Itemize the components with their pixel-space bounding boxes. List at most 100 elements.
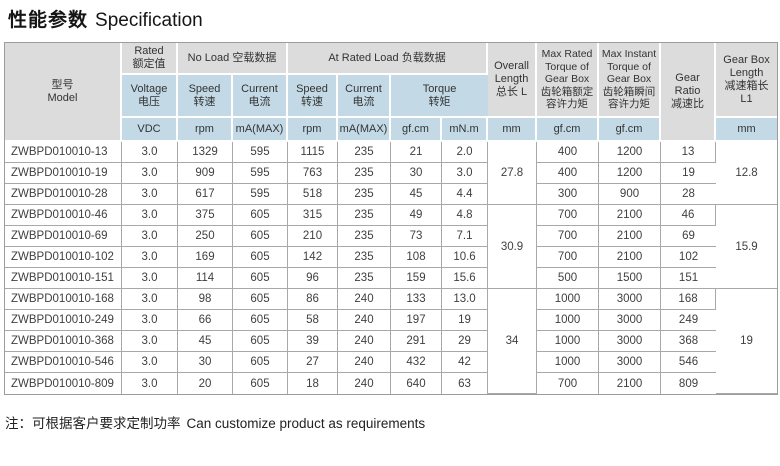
gear-box-length-cell: 12.8 [716, 142, 778, 205]
value-cell: 13 [661, 142, 717, 163]
header-no-load-speed: Speed 转速 [178, 75, 233, 118]
header-torque: Torque 转矩 [391, 75, 489, 118]
value-cell: 3.0 [122, 373, 178, 394]
value-cell: 4.4 [442, 184, 489, 205]
value-cell: 30 [391, 163, 442, 184]
page-title-cn: 性能参数 [8, 10, 89, 31]
value-cell: 3.0 [122, 289, 178, 310]
header-overall-length: Overall Length 总长 L [488, 43, 538, 118]
value-cell: 605 [233, 310, 288, 331]
value-cell: 235 [338, 268, 391, 289]
value-cell: 46 [661, 205, 717, 226]
value-cell: 1329 [178, 142, 233, 163]
value-cell: 86 [288, 289, 338, 310]
header-rated: Rated 额定值 [122, 43, 178, 75]
value-cell: 2100 [599, 247, 662, 268]
value-cell: 19 [661, 163, 717, 184]
value-cell: 240 [338, 352, 391, 373]
value-cell: 27 [288, 352, 338, 373]
model-cell: ZWBPD010010-19 [5, 163, 122, 184]
value-cell: 3.0 [122, 352, 178, 373]
value-cell: 210 [288, 226, 338, 247]
note: 注：可根据客户要求定制功率 Can customize product as re… [5, 412, 780, 432]
table-row: ZWBPD010010-46 3.0 375 605 315 235 49 4.8 30.9 70… [5, 205, 778, 289]
header-voltage: Voltage 电压 [122, 75, 178, 118]
unit-vdc: VDC [122, 118, 178, 142]
value-cell: 58 [288, 310, 338, 331]
value-cell: 235 [338, 142, 391, 163]
header-no-load-current: Current 电流 [233, 75, 288, 118]
note-en: Can customize product as requirements [186, 416, 426, 431]
value-cell: 500 [537, 268, 600, 289]
model-cell: ZWBPD010010-28 [5, 184, 122, 205]
header-load-current: Current 电流 [338, 75, 391, 118]
model-cell: ZWBPD010010-13 [5, 142, 122, 163]
value-cell: 605 [233, 331, 288, 352]
value-cell: 250 [178, 226, 233, 247]
value-cell: 1200 [599, 163, 662, 184]
spec-table-body: ZWBPD010010-13 3.0 1329 595 1115 235 21 2.0 27.8… [5, 142, 778, 394]
value-cell: 1000 [537, 352, 600, 373]
value-cell: 98 [178, 289, 233, 310]
unit-rpm-load: rpm [288, 118, 338, 142]
table-row: ZWBPD010010-546 3.0 30 605 27 240 432 42 1000 300… [5, 352, 777, 373]
unit-mn-m: mN.m [442, 118, 489, 142]
table-row: ZWBPD010010-102 3.0 169 605 142 235 108 10.6 700… [5, 247, 777, 268]
value-cell: 18 [288, 373, 338, 394]
value-cell: 763 [288, 163, 338, 184]
value-cell: 809 [661, 373, 717, 394]
model-cell: ZWBPD010010-168 [5, 289, 122, 310]
value-cell: 3.0 [122, 268, 178, 289]
value-cell: 39 [288, 331, 338, 352]
model-cell: ZWBPD010010-546 [5, 352, 122, 373]
value-cell: 3000 [599, 289, 662, 310]
value-cell: 3.0 [122, 331, 178, 352]
model-cell: ZWBPD010010-46 [5, 205, 122, 226]
table-row: ZWBPD010010-13 3.0 1329 595 1115 235 21 2.0 27.8… [5, 142, 778, 205]
table-row: ZWBPD010010-249 3.0 66 605 58 240 197 19 1000 300… [5, 310, 777, 331]
model-cell: ZWBPD010010-151 [5, 268, 122, 289]
unit-gf-cm-max-instant: gf.cm [599, 118, 662, 142]
value-cell: 2100 [599, 226, 662, 247]
value-cell: 640 [391, 373, 442, 394]
value-cell: 69 [661, 226, 717, 247]
value-cell: 3.0 [122, 247, 178, 268]
value-cell: 114 [178, 268, 233, 289]
overall-length-cell: 34 [488, 289, 538, 394]
page-title-en: Specification [95, 10, 203, 31]
header-model: 型号 Model [5, 43, 122, 142]
header-max-instant-torque: Max Instant Torque of Gear Box 齿轮箱瞬间 容许力… [599, 43, 662, 118]
table-row: ZWBPD010010-69 3.0 250 605 210 235 73 7.1 700 210… [5, 226, 777, 247]
value-cell: 10.6 [442, 247, 489, 268]
table-row: ZWBPD010010-151 3.0 114 605 96 235 159 15.6 500 1… [5, 268, 777, 289]
table-row: ZWBPD010010-19 3.0 909 595 763 235 30 3.0 400 120… [5, 163, 777, 184]
value-cell: 3.0 [122, 142, 178, 163]
value-cell: 3.0 [122, 163, 178, 184]
value-cell: 605 [233, 268, 288, 289]
value-cell: 235 [338, 226, 391, 247]
header-max-rated-torque: Max Rated Torque of Gear Box 齿轮箱额定 容许力矩 [537, 43, 600, 118]
header-gear-box-length: Gear Box Length 减速箱长 L1 [716, 43, 778, 118]
value-cell: 151 [661, 268, 717, 289]
value-cell: 1000 [537, 310, 600, 331]
table-row: ZWBPD010010-28 3.0 617 595 518 235 45 4.4 300 900… [5, 184, 777, 205]
value-cell: 3.0 [122, 205, 178, 226]
value-cell: 3.0 [122, 310, 178, 331]
value-cell: 235 [338, 205, 391, 226]
specification-table: 型号 Model Rated 额定值 No Load 空载数据 At Rated… [4, 42, 779, 395]
value-cell: 1000 [537, 289, 600, 310]
value-cell: 73 [391, 226, 442, 247]
value-cell: 700 [537, 247, 600, 268]
model-cell: ZWBPD010010-809 [5, 373, 122, 394]
value-cell: 102 [661, 247, 717, 268]
unit-gf-cm-torque: gf.cm [391, 118, 442, 142]
value-cell: 235 [338, 184, 391, 205]
value-cell: 300 [537, 184, 600, 205]
value-cell: 3.0 [122, 184, 178, 205]
value-cell: 375 [178, 205, 233, 226]
header-no-load: No Load 空载数据 [178, 43, 288, 75]
value-cell: 3000 [599, 331, 662, 352]
header-at-rated-load: At Rated Load 负载数据 [288, 43, 489, 75]
header-gear-ratio: Gear Ratio 减速比 [661, 43, 717, 142]
overall-length-cell: 30.9 [488, 205, 538, 289]
